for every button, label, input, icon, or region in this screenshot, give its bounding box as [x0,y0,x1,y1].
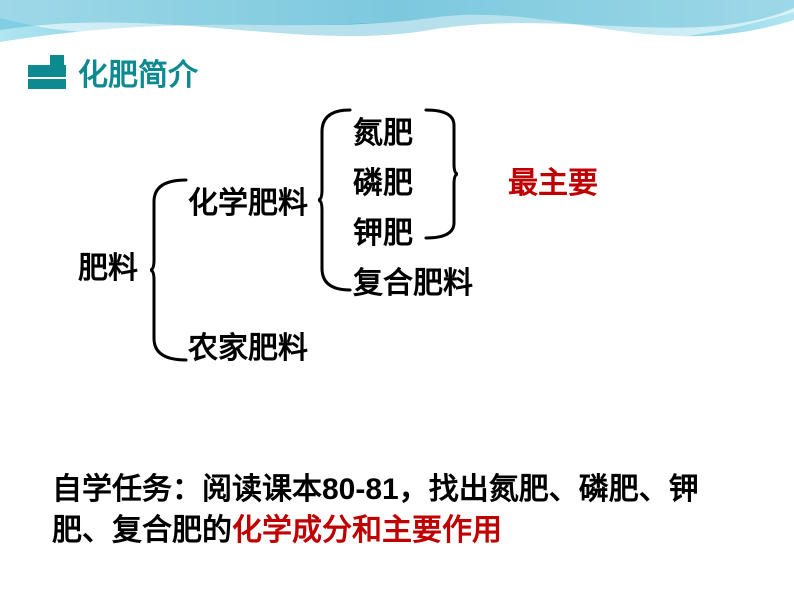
tree-node-n: 氮肥 [353,108,413,152]
slide: 化肥简介 最主要 肥料 化学肥料农家肥料 氮肥磷肥钾肥复合肥料 自学任务：阅读课本8… [0,0,794,596]
tree-node-farm: 农家肥料 [188,323,308,367]
tree-node-p: 磷肥 [353,158,413,202]
task-emphasis: 化学成分和主要作用 [232,514,502,547]
section-icon [28,55,70,89]
self-study-task: 自学任务：阅读课本80-81，找出氮肥、磷肥、钾肥、复合肥的化学成分和主要作用 [52,470,752,551]
tree-note-most-important: 最主要 [508,158,598,202]
slide-title: 化肥简介 [78,50,198,94]
brace-brace2 [318,110,350,290]
slide-title-row: 化肥简介 [28,50,198,94]
brace-brace3 [426,110,458,238]
tree-node-k: 钾肥 [353,208,413,252]
tree-node-root: 肥料 [78,243,138,287]
tree-node-chem: 化学肥料 [188,178,308,222]
fertilizer-tree-diagram: 最主要 肥料 化学肥料农家肥料 氮肥磷肥钾肥复合肥料 [78,108,718,368]
brace-brace1 [150,180,186,360]
tree-node-compound: 复合肥料 [353,258,473,302]
